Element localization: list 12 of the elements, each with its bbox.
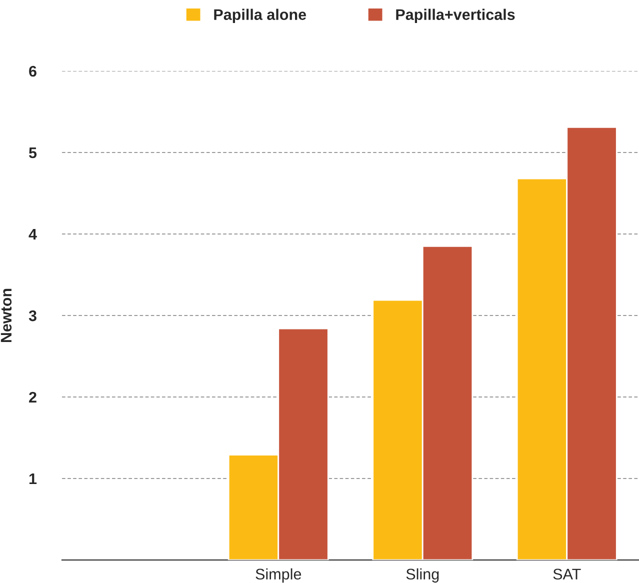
y-axis-title: Newton — [0, 288, 12, 342]
legend-label: Papilla+verticals — [396, 8, 515, 24]
x-tick-label: Sling — [406, 568, 439, 583]
y-tick-label: 3 — [28, 310, 36, 322]
y-tick-label: 5 — [28, 148, 37, 158]
legend-label: Papilla alone — [214, 8, 306, 24]
y-tick-label: 2 — [29, 392, 36, 403]
y-tick-label: 6 — [29, 66, 36, 77]
y-tick-label: 4 — [28, 229, 37, 240]
x-tick-label: Simple — [256, 568, 302, 583]
x-tick-label: SAT — [553, 568, 581, 580]
y-tick-label: 1 — [29, 474, 37, 484]
